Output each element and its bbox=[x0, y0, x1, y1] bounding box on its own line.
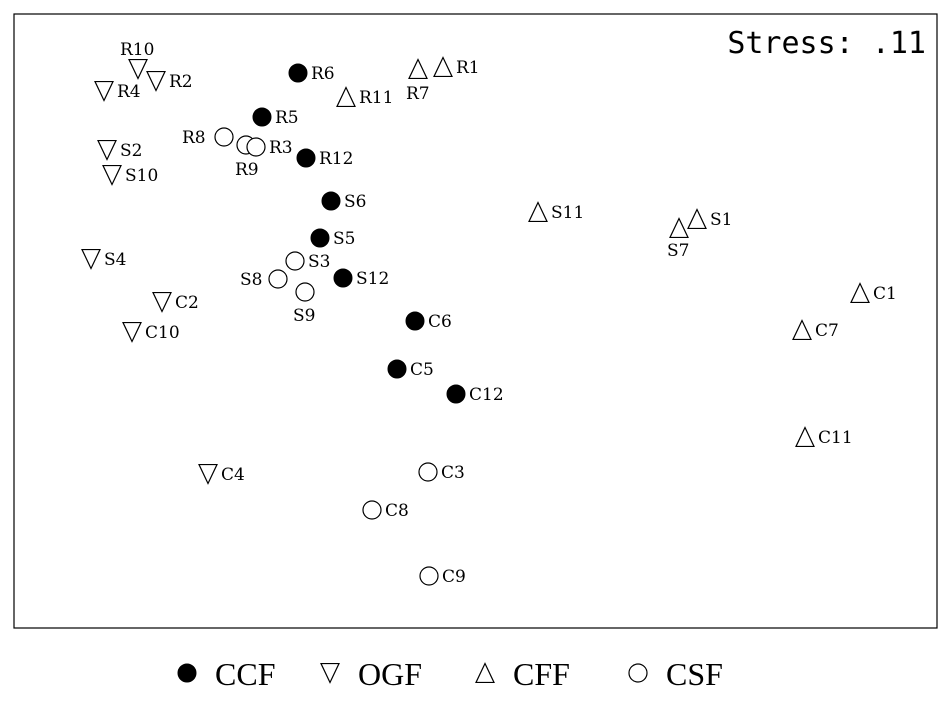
point-s5 bbox=[310, 228, 330, 248]
point-r1 bbox=[433, 56, 453, 78]
legend-marker-ogf bbox=[320, 662, 340, 684]
point-label-s11: S11 bbox=[551, 203, 584, 223]
point-s2 bbox=[97, 139, 117, 161]
point-label-c3: C3 bbox=[441, 463, 465, 483]
legend-label-ogf: OGF bbox=[358, 656, 422, 692]
point-label-c4: C4 bbox=[221, 465, 245, 485]
point-label-c10: C10 bbox=[145, 323, 180, 343]
point-c1 bbox=[850, 282, 870, 304]
point-s3 bbox=[285, 251, 305, 271]
point-r3 bbox=[246, 137, 266, 157]
point-c10 bbox=[122, 321, 142, 343]
point-c12 bbox=[446, 384, 466, 404]
point-s12 bbox=[333, 268, 353, 288]
point-label-s3: S3 bbox=[308, 252, 330, 272]
point-label-c11: C11 bbox=[818, 428, 853, 448]
point-label-s8: S8 bbox=[240, 270, 262, 290]
point-label-r3: R3 bbox=[269, 138, 293, 158]
point-c5 bbox=[387, 359, 407, 379]
plot-frame bbox=[13, 13, 938, 629]
point-s6 bbox=[321, 191, 341, 211]
point-label-r12: R12 bbox=[319, 149, 353, 169]
point-label-s12: S12 bbox=[356, 269, 389, 289]
stress-label: Stress: .11 bbox=[727, 26, 926, 61]
point-label-r10: R10 bbox=[120, 40, 154, 60]
point-s11 bbox=[528, 201, 548, 223]
point-r2 bbox=[146, 70, 166, 92]
point-label-c12: C12 bbox=[469, 385, 504, 405]
point-c8 bbox=[362, 500, 382, 520]
legend-label-ccf: CCF bbox=[215, 656, 275, 692]
point-label-s10: S10 bbox=[125, 166, 158, 186]
point-label-r7: R7 bbox=[406, 84, 430, 104]
legend-label-csf: CSF bbox=[666, 656, 723, 692]
point-c9 bbox=[419, 566, 439, 586]
point-r7 bbox=[408, 58, 428, 80]
point-c4 bbox=[198, 463, 218, 485]
point-r5 bbox=[252, 107, 272, 127]
point-label-s2: S2 bbox=[120, 141, 142, 161]
point-label-r11: R11 bbox=[359, 88, 393, 108]
point-label-c1: C1 bbox=[873, 284, 897, 304]
point-label-s1: S1 bbox=[710, 210, 732, 230]
point-label-r4: R4 bbox=[117, 82, 141, 102]
point-s9 bbox=[295, 282, 315, 302]
legend-marker-ccf bbox=[177, 663, 197, 683]
point-c6 bbox=[405, 311, 425, 331]
point-label-r6: R6 bbox=[311, 64, 335, 84]
legend-marker-cff bbox=[475, 662, 495, 684]
point-label-r8: R8 bbox=[182, 128, 206, 148]
point-label-r5: R5 bbox=[275, 108, 299, 128]
point-label-c5: C5 bbox=[410, 360, 434, 380]
series-csf: R8 R9 R3 S3 S8 S9 C3 C8 C9 bbox=[182, 127, 466, 587]
point-c11 bbox=[795, 426, 815, 448]
point-s4 bbox=[81, 248, 101, 270]
point-r8 bbox=[214, 127, 234, 147]
point-s10 bbox=[102, 164, 122, 186]
point-c7 bbox=[792, 319, 812, 341]
point-r12 bbox=[296, 148, 316, 168]
point-s8 bbox=[268, 269, 288, 289]
point-label-r1: R1 bbox=[456, 58, 480, 78]
series-cff: R7 R1 R11 S11 S1 S7 C1 C7 C11 bbox=[336, 56, 897, 448]
series-ogf: R10 R2 R4 S2 S10 S4 C2 C10 C4 bbox=[81, 40, 245, 485]
point-label-c6: C6 bbox=[428, 312, 452, 332]
point-label-s7: S7 bbox=[667, 241, 689, 261]
legend-marker-csf bbox=[628, 663, 648, 683]
point-r10 bbox=[128, 58, 148, 80]
point-s7 bbox=[669, 217, 689, 239]
legend-label-cff: CFF bbox=[513, 656, 570, 692]
point-label-s4: S4 bbox=[104, 250, 126, 270]
point-label-r2: R2 bbox=[169, 72, 193, 92]
point-label-c9: C9 bbox=[442, 567, 466, 587]
point-label-c7: C7 bbox=[815, 321, 839, 341]
point-r11 bbox=[336, 86, 356, 108]
point-label-s5: S5 bbox=[333, 229, 355, 249]
point-label-s9: S9 bbox=[293, 306, 315, 326]
point-label-c2: C2 bbox=[175, 293, 199, 313]
point-r4 bbox=[94, 80, 114, 102]
point-label-c8: C8 bbox=[385, 501, 409, 521]
legend: CCF OGF CFF CSF bbox=[177, 656, 723, 692]
point-s1 bbox=[687, 208, 707, 230]
point-label-s6: S6 bbox=[344, 192, 366, 212]
point-r6 bbox=[288, 63, 308, 83]
point-c2 bbox=[152, 291, 172, 313]
point-label-r9: R9 bbox=[235, 160, 259, 180]
point-c3 bbox=[418, 462, 438, 482]
